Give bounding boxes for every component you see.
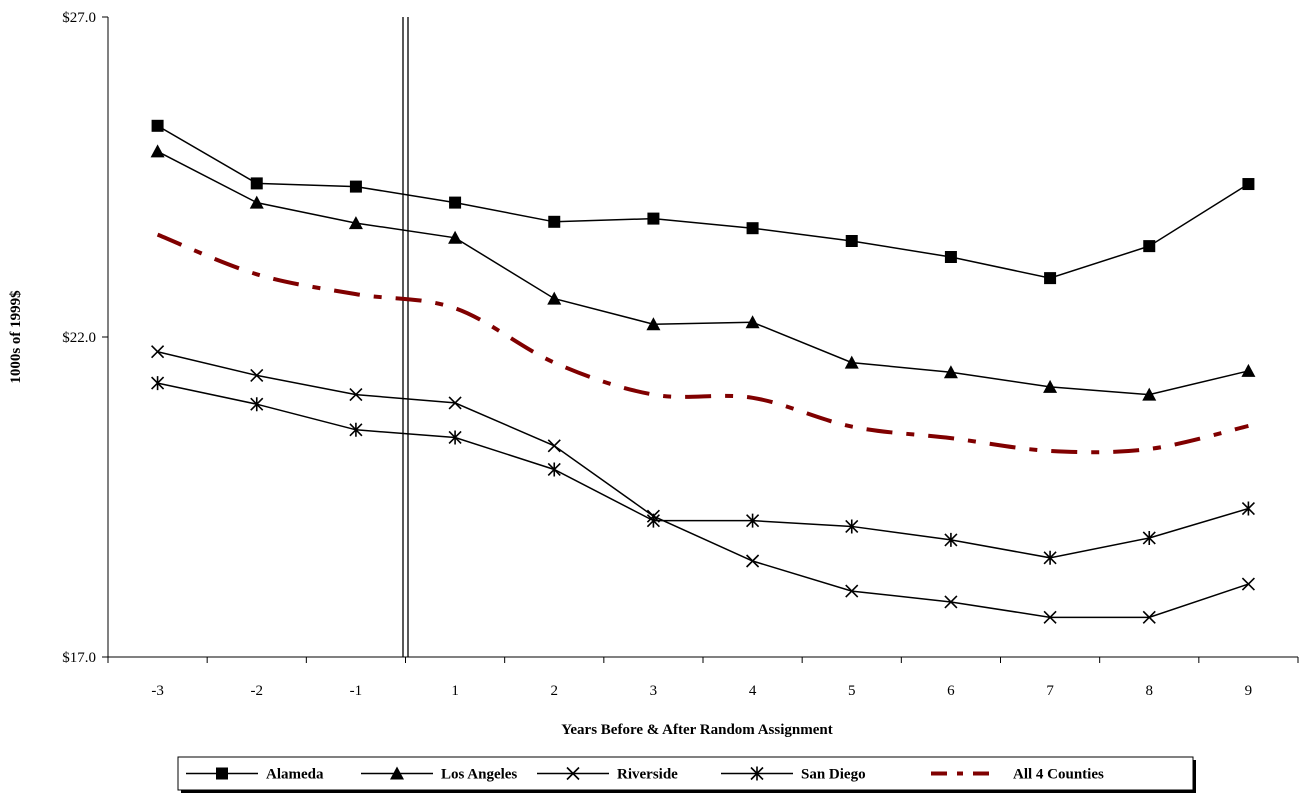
reference-line: [402, 17, 409, 657]
asterisk-marker: [746, 513, 760, 528]
x-tick-label: 2: [551, 683, 559, 699]
asterisk-marker: [750, 766, 764, 781]
legend-label: San Diego: [801, 767, 866, 783]
series-all-4-counties: [156, 232, 1249, 455]
x-tick-label: 9: [1245, 683, 1253, 699]
asterisk-marker: [547, 462, 561, 477]
asterisk-marker: [1142, 530, 1156, 545]
series-line: [157, 150, 1249, 396]
series-line: [156, 232, 1249, 455]
triangle-marker: [1142, 387, 1157, 401]
triangle-marker: [150, 144, 165, 158]
x-marker: [1142, 610, 1156, 624]
legend-box: [177, 756, 1194, 791]
triangle-marker: [348, 216, 363, 230]
square-marker: [349, 180, 362, 193]
legend-label: Riverside: [617, 767, 678, 783]
triangle-marker: [1241, 363, 1256, 377]
square-marker: [216, 767, 228, 780]
square-marker: [1242, 178, 1255, 191]
triangle-marker: [745, 315, 760, 329]
legend-label: Los Angeles: [441, 767, 517, 783]
series-line: [157, 382, 1249, 559]
x-marker: [250, 368, 264, 382]
triangle-marker: [943, 365, 958, 379]
x-tick-label: 8: [1146, 683, 1154, 699]
x-tick-label: 7: [1046, 683, 1054, 699]
legend-label: Alameda: [266, 767, 324, 783]
square-marker: [944, 251, 957, 263]
triangle-marker: [448, 230, 463, 244]
y-tick-label: $17.0: [62, 650, 96, 666]
x-tick-label: -2: [251, 683, 264, 699]
y-tick-label: $22.0: [62, 330, 96, 346]
legend: Alameda Los Angeles Riverside San Diego All …: [177, 756, 1196, 793]
x-marker: [845, 584, 859, 598]
x-axis-title: Years Before & After Random Assignment: [561, 722, 833, 738]
x-marker: [547, 439, 561, 453]
x-tick-label: 1: [451, 683, 459, 699]
x-tick-label: 6: [947, 683, 955, 699]
square-marker: [647, 212, 660, 225]
legend-entry-all-4-counties: All 4 Counties: [931, 767, 1104, 783]
series-riverside: [151, 345, 1255, 624]
legend-label: All 4 Counties: [1013, 767, 1104, 783]
series-line: [157, 125, 1249, 279]
x-marker: [1043, 610, 1057, 624]
x-tick-label: 5: [848, 683, 856, 699]
triangle-marker: [249, 195, 264, 209]
triangle-marker: [844, 355, 859, 369]
square-marker: [250, 177, 263, 190]
triangle-marker: [1043, 379, 1058, 393]
asterisk-marker: [349, 422, 363, 437]
triangle-marker: [390, 766, 404, 780]
square-marker: [548, 215, 561, 228]
square-marker: [1143, 240, 1156, 253]
x-tick-label: -1: [350, 683, 363, 699]
x-tick-label: -3: [151, 683, 164, 699]
x-marker: [1241, 577, 1255, 591]
x-marker: [349, 388, 363, 402]
legend-entry-san-diego: San Diego: [721, 766, 866, 783]
asterisk-marker: [646, 513, 660, 528]
y-tick-label: $27.0: [62, 10, 96, 26]
legend-entry-riverside: Riverside: [537, 767, 678, 783]
y-axis-title: 1000s of 1999$: [8, 290, 24, 384]
x-marker: [944, 595, 958, 609]
x-marker: [746, 554, 760, 568]
asterisk-marker: [250, 397, 264, 412]
triangle-marker: [646, 317, 661, 331]
legend-entry-alameda: Alameda: [186, 767, 324, 783]
square-marker: [746, 222, 759, 235]
asterisk-marker: [1043, 550, 1057, 565]
axes: $17.0 $22.0 $27.0 -3 -2 -1 1 2 3 4 5 6 7 8 9: [62, 10, 1299, 699]
x-tick-label: 3: [650, 683, 658, 699]
series-san-diego: [151, 376, 1255, 565]
square-marker: [1044, 272, 1057, 285]
series-alameda: [151, 119, 1255, 285]
asterisk-marker: [448, 430, 462, 445]
legend-entry-los-angeles: Los Angeles: [361, 766, 517, 783]
x-marker: [566, 766, 580, 781]
square-marker: [845, 235, 858, 247]
square-marker: [449, 196, 462, 209]
x-marker: [448, 396, 462, 410]
series-los-angeles: [150, 144, 1256, 401]
series-line: [157, 350, 1249, 619]
x-marker: [151, 345, 165, 359]
asterisk-marker: [845, 519, 859, 534]
x-tick-label: 4: [749, 683, 757, 699]
asterisk-marker: [1241, 501, 1255, 516]
asterisk-marker: [151, 376, 165, 391]
asterisk-marker: [944, 532, 958, 547]
square-marker: [151, 119, 164, 132]
series-layer: [150, 119, 1256, 624]
triangle-marker: [547, 291, 562, 305]
